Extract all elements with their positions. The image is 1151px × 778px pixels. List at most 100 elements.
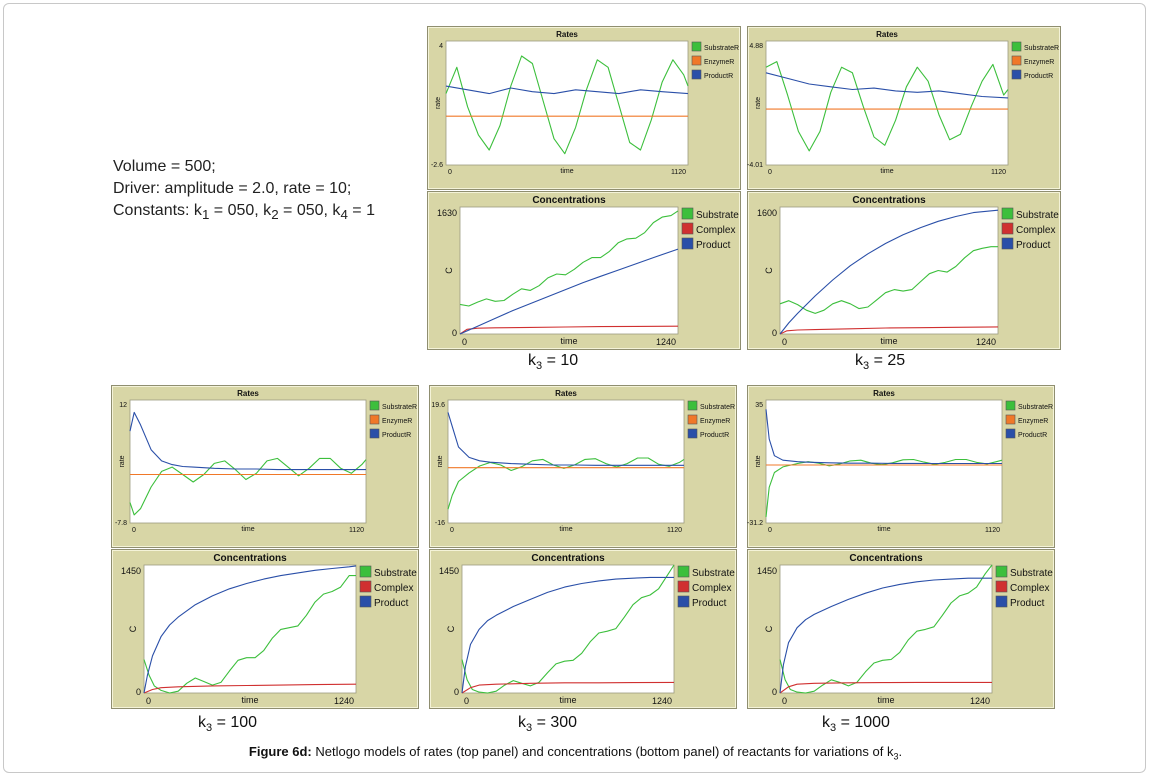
y-axis-label: C: [764, 625, 774, 632]
legend-swatch-substrater: [1005, 400, 1016, 411]
chart-panel-rates-k3-1000: Rates 35 -31.2 0 1120 time rate SubstrateR Enzym…: [747, 385, 1055, 548]
legend-label-complex: Complex: [696, 225, 735, 236]
legend-swatch-product: [359, 595, 372, 608]
x-tick-min: 0: [146, 696, 151, 706]
legend-label-enzymer: EnzymeR: [1018, 418, 1048, 425]
x-tick-min: 0: [768, 169, 772, 176]
caption-pre: k: [518, 714, 526, 731]
caption-pre: k: [528, 352, 536, 369]
chart-title: Rates: [873, 389, 895, 398]
series-line-complex: [779, 326, 999, 335]
legend-swatch-productr: [691, 69, 702, 80]
x-tick-max: 1240: [970, 696, 990, 706]
legend-swatch-enzymer: [1005, 414, 1016, 425]
chart-panel-conc-k3-300: Concentrations 1450 0 0 1240 time C Substrate Co…: [429, 549, 737, 709]
y-tick-min: 0: [136, 687, 141, 697]
legend-label-productr: ProductR: [1018, 432, 1047, 439]
plot-area: [445, 40, 689, 166]
legend-label-product: Product: [696, 240, 731, 251]
k4-value: = 1: [347, 202, 375, 219]
series-line-complex: [461, 681, 675, 694]
series-line-productr: [765, 409, 1002, 465]
chart-title: Rates: [556, 30, 578, 39]
legend-swatch-product: [995, 595, 1008, 608]
chart-panel-conc-k3-10: Concentrations 1630 0 0 1240 time C Substrate Co…: [427, 191, 741, 350]
legend-swatch-complex: [681, 222, 694, 235]
series-line-product: [779, 209, 999, 335]
series-line-product: [779, 577, 992, 694]
series-line-substrater: [447, 457, 685, 510]
legend-label-enzymer: EnzymeR: [704, 59, 734, 66]
legend-swatch-product: [681, 237, 694, 250]
chart-panel-rates-k3-10: Rates 4 -2.6 0 1120 time rate SubstrateR EnzymeR…: [427, 26, 741, 190]
x-tick-max: 1120: [671, 169, 686, 176]
legend-label-substrater: SubstrateR: [700, 404, 735, 411]
y-axis-label: C: [128, 625, 138, 632]
chart-title: Concentrations: [531, 553, 605, 564]
plot-area: [765, 399, 1003, 524]
y-tick-min: -16: [435, 520, 445, 527]
legend-swatch-productr: [1005, 428, 1016, 439]
x-tick-max: 1240: [976, 337, 996, 347]
legend-label-substrate: Substrate: [1010, 568, 1053, 579]
x-tick-max: 1240: [334, 696, 354, 706]
caption-post: = 1000: [836, 714, 890, 731]
chart-panel-conc-k3-100: Concentrations 1450 0 0 1240 time C Substrate Co…: [111, 549, 419, 709]
x-tick-min: 0: [450, 527, 454, 534]
legend-swatch-substrate: [1001, 207, 1014, 220]
legend-swatch-enzymer: [369, 414, 380, 425]
legend-swatch-substrate: [995, 565, 1008, 578]
y-tick-max: 1600: [757, 208, 777, 218]
caption-sub: 3: [526, 722, 533, 735]
chart-svg-rates-k3-25: Rates 4.88 -4.01 0 1120 time rate SubstrateR Enz…: [747, 30, 1059, 176]
x-tick-max: 1240: [652, 696, 672, 706]
chart-svg-rates-k3-100: Rates 12 -7.8 0 1120 time rate SubstrateR Enzyme…: [115, 389, 417, 534]
legend-swatch-substrate: [681, 207, 694, 220]
y-tick-min: -31.2: [747, 520, 763, 527]
chart-title: Concentrations: [213, 553, 287, 564]
y-tick-max: 1450: [121, 566, 141, 576]
legend-swatch-complex: [359, 580, 372, 593]
x-tick-max: 1120: [991, 169, 1006, 176]
legend-label-productr: ProductR: [700, 432, 729, 439]
series-line-product: [143, 565, 357, 694]
y-tick-max: 1450: [439, 566, 459, 576]
y-tick-max: 1630: [437, 208, 457, 218]
y-axis-label: rate: [437, 455, 444, 467]
legend-label-product: Product: [692, 598, 727, 609]
k2-subscript: 2: [271, 207, 279, 223]
figure-label: Figure 6d:: [248, 744, 312, 759]
figure-text: Netlogo models of rates (top panel) and …: [311, 744, 894, 759]
legend-swatch-complex: [1001, 222, 1014, 235]
x-tick-min: 0: [782, 337, 787, 347]
plot-area: [129, 399, 367, 524]
series-line-complex: [143, 683, 357, 694]
x-axis-label: time: [559, 526, 572, 533]
chart-panel-rates-k3-25: Rates 4.88 -4.01 0 1120 time rate SubstrateR Enz…: [747, 26, 1061, 190]
chart-panel-rates-k3-100: Rates 12 -7.8 0 1120 time rate SubstrateR Enzyme…: [111, 385, 419, 548]
series-line-substrate: [459, 210, 679, 307]
series-line-substrater: [765, 61, 1009, 152]
caption-k3-10: k3 = 10: [528, 352, 578, 372]
caption-sub: 3: [830, 722, 837, 735]
x-axis-label: time: [877, 695, 894, 705]
y-tick-min: -2.6: [431, 162, 443, 169]
y-axis-label: rate: [755, 97, 762, 109]
legend-label-productr: ProductR: [382, 432, 411, 439]
y-tick-max: 1450: [757, 566, 777, 576]
chart-title: Rates: [237, 389, 259, 398]
y-tick-min: 0: [452, 328, 457, 338]
y-axis-label: rate: [119, 455, 126, 467]
y-tick-max: 35: [755, 402, 763, 409]
model-parameters: Volume = 500; Driver: amplitude = 2.0, r…: [113, 156, 375, 226]
legend-label-product: Product: [374, 598, 409, 609]
legend-label-complex: Complex: [692, 583, 731, 594]
x-axis-label: time: [560, 336, 577, 346]
legend-swatch-enzymer: [691, 55, 702, 66]
x-axis-label: time: [241, 695, 258, 705]
y-tick-min: -7.8: [115, 520, 127, 527]
k4-subscript: 4: [340, 207, 348, 223]
legend-swatch-substrater: [1011, 41, 1022, 52]
k1-subscript: 1: [201, 207, 210, 223]
plot-area: [461, 564, 675, 694]
